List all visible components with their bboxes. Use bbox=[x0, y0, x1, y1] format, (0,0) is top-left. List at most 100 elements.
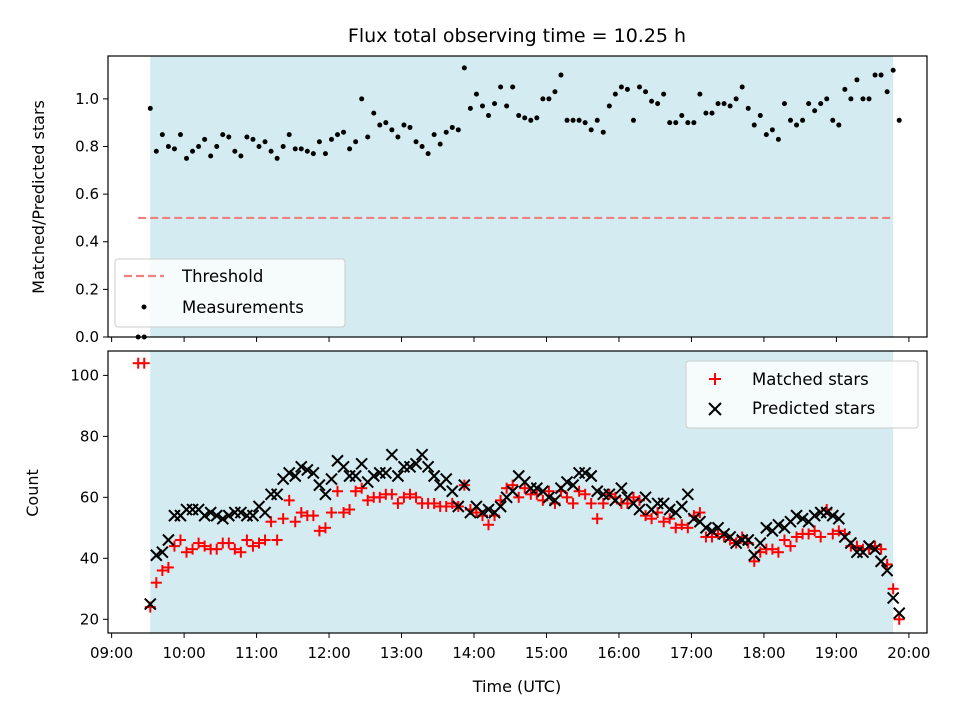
matched-star-point bbox=[809, 525, 821, 537]
measurement-point bbox=[522, 115, 528, 121]
predicted-star-point bbox=[476, 506, 489, 519]
predicted-star-point bbox=[633, 503, 646, 516]
predicted-star-point bbox=[234, 506, 248, 519]
measurement-point bbox=[286, 132, 292, 138]
predicted-star-point bbox=[421, 460, 435, 474]
measurement-point bbox=[256, 143, 262, 149]
predicted-star-point bbox=[742, 533, 755, 547]
measurement-point bbox=[504, 103, 510, 109]
matched-star-point bbox=[513, 491, 525, 503]
matched-star-point bbox=[344, 504, 356, 516]
measurement-point bbox=[685, 120, 691, 126]
measurement-point bbox=[534, 115, 540, 121]
x-tick-label: 11:00 bbox=[235, 644, 278, 662]
measurement-point bbox=[775, 136, 781, 142]
matched-star-point bbox=[332, 485, 344, 497]
measurement-point bbox=[159, 132, 165, 138]
measurement-point bbox=[655, 101, 661, 107]
measurement-point bbox=[866, 96, 872, 102]
measurement-point bbox=[461, 65, 467, 71]
measurement-point bbox=[455, 127, 461, 133]
predicted-star-point bbox=[204, 506, 217, 519]
measurement-point bbox=[389, 127, 395, 133]
measurement-point bbox=[310, 151, 316, 157]
matched-star-point bbox=[766, 543, 778, 555]
predicted-star-point bbox=[210, 509, 223, 522]
matched-star-point bbox=[319, 522, 331, 534]
predicted-star-point bbox=[216, 512, 229, 525]
predicted-star-point bbox=[301, 463, 314, 477]
predicted-star-point bbox=[222, 509, 236, 522]
matched-star-point bbox=[187, 543, 199, 555]
measurement-point bbox=[473, 91, 479, 97]
measurement-point bbox=[848, 96, 854, 102]
measurement-point bbox=[697, 91, 703, 97]
matched-star-point bbox=[265, 516, 277, 528]
measurement-point bbox=[733, 96, 739, 102]
matched-star-point bbox=[543, 485, 555, 497]
legend-predicted-swatch bbox=[708, 402, 722, 416]
matched-star-point bbox=[440, 500, 452, 512]
measurement-point bbox=[365, 134, 371, 140]
measurement-point bbox=[232, 148, 238, 154]
y-axis-label-bottom: Count bbox=[23, 469, 42, 517]
count-panel: 20 40 60 80 100 09:00 10:00 11:00 12:00 13:00 14:… bbox=[23, 350, 930, 696]
predicted-star-point bbox=[862, 539, 876, 553]
matched-star-point bbox=[138, 357, 150, 369]
matched-star-point bbox=[362, 494, 374, 506]
x-tick-label: 16:00 bbox=[597, 644, 640, 662]
y-tick-label: 80 bbox=[80, 427, 99, 445]
matched-star-point bbox=[682, 522, 694, 534]
measurement-point bbox=[618, 84, 624, 90]
measurement-point bbox=[244, 134, 250, 140]
matched-star-point bbox=[519, 482, 531, 494]
matched-star-point bbox=[833, 525, 845, 537]
matched-star-point bbox=[313, 525, 325, 537]
matched-star-point bbox=[386, 488, 398, 500]
measurement-point bbox=[165, 143, 171, 149]
measurement-point bbox=[763, 132, 769, 138]
measurement-point bbox=[238, 153, 244, 159]
measurement-point bbox=[443, 129, 449, 135]
matched-star-point bbox=[199, 540, 211, 552]
measurement-point bbox=[341, 129, 347, 135]
measurement-point bbox=[582, 120, 588, 126]
measurement-point bbox=[558, 72, 564, 78]
measurement-point bbox=[624, 86, 630, 92]
matched-star-point bbox=[567, 497, 579, 509]
measurement-point bbox=[540, 96, 546, 102]
measurement-point bbox=[594, 117, 600, 123]
matched-star-point bbox=[168, 540, 180, 552]
matched-star-point bbox=[338, 507, 350, 519]
measurement-point bbox=[679, 113, 685, 119]
x-tick-label: 10:00 bbox=[162, 644, 205, 662]
measurement-point bbox=[208, 153, 214, 159]
x-tick-label: 15:00 bbox=[525, 644, 568, 662]
predicted-star-point bbox=[319, 488, 332, 501]
matched-star-point bbox=[356, 482, 368, 494]
measurement-point bbox=[268, 148, 274, 154]
predicted-star-point bbox=[403, 460, 417, 474]
x-axis-ticks-bottom: 09:00 10:00 11:00 12:00 13:00 14:00 15:00 16:00… bbox=[90, 633, 930, 662]
predicted-star-point bbox=[289, 469, 302, 483]
matched-star-point bbox=[235, 546, 247, 558]
predicted-star-point bbox=[874, 555, 888, 568]
predicted-star-point bbox=[578, 466, 592, 480]
predicted-star-point bbox=[832, 512, 846, 525]
measurement-point bbox=[153, 148, 159, 154]
x-axis-ticks-top bbox=[111, 337, 910, 342]
predicted-star-point bbox=[754, 536, 767, 550]
measurement-point bbox=[709, 110, 715, 116]
measurement-point bbox=[479, 103, 485, 109]
matched-star-point bbox=[350, 485, 362, 497]
y-tick-label: 100 bbox=[70, 366, 99, 384]
predicted-star-point bbox=[530, 481, 544, 495]
predicted-star-point bbox=[325, 472, 338, 486]
predicted-star-point bbox=[385, 448, 399, 461]
y-tick-label: 1.0 bbox=[75, 90, 99, 108]
legend-bottom: Matched stars Predicted stars bbox=[685, 360, 919, 429]
predicted-star-point bbox=[349, 469, 362, 483]
y-tick-label: 0.2 bbox=[75, 280, 99, 298]
matched-star-point bbox=[253, 537, 265, 549]
predicted-star-point bbox=[748, 549, 761, 562]
